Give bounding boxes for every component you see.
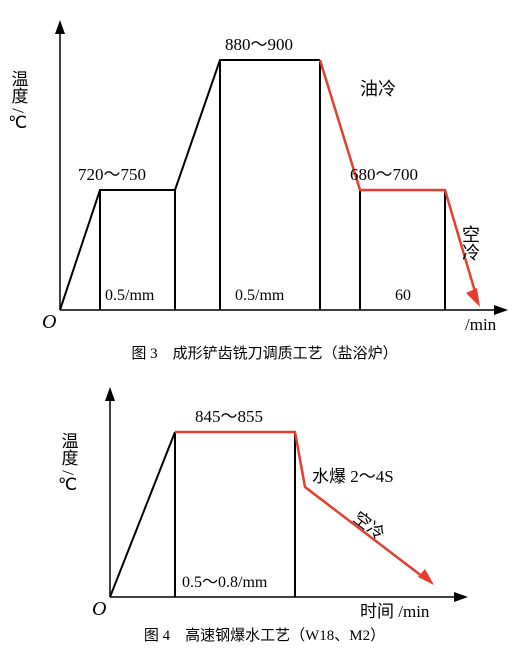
- fig4-ylabel: 温度 /℃: [59, 432, 79, 495]
- fig3-t3: 680～700: [350, 165, 418, 184]
- fig4-caption: 图 4 高速钢爆水工艺（W18、M2）: [10, 624, 519, 645]
- fig3-d1: 0.5/mm: [105, 287, 155, 304]
- fig3-air: 空冷: [460, 225, 480, 261]
- fig3-ylabel: 温度 /℃: [10, 70, 28, 133]
- fig4-xlabel: 时间 /min: [360, 602, 430, 621]
- fig4-chart: 温度 /℃ O 时间 /min 845～855 0.5～0.8/mm 水爆 2～…: [10, 377, 519, 622]
- fig4-d1: 0.5～0.8/mm: [182, 574, 268, 591]
- fig3-t1: 720～750: [78, 165, 146, 184]
- fig4-origin: O: [92, 598, 106, 620]
- fig4-water: 水爆 2～4S: [312, 467, 394, 486]
- fig3-caption: 图 3 成形铲齿铣刀调质工艺（盐浴炉）: [10, 342, 519, 363]
- fig3-d2: 0.5/mm: [235, 287, 285, 304]
- fig3-origin: O: [42, 311, 56, 333]
- fig3-xlabel: /min: [465, 315, 497, 334]
- fig4-t1: 845～855: [195, 407, 263, 426]
- fig4-air: 空冷: [350, 508, 389, 544]
- fig3-oil: 油冷: [360, 79, 396, 99]
- fig3-chart: 温度 /℃ O /min 720～750 880～900 680～700 0.5…: [10, 10, 519, 340]
- fig3-d3: 60: [395, 287, 411, 304]
- fig3-t2: 880～900: [225, 35, 293, 54]
